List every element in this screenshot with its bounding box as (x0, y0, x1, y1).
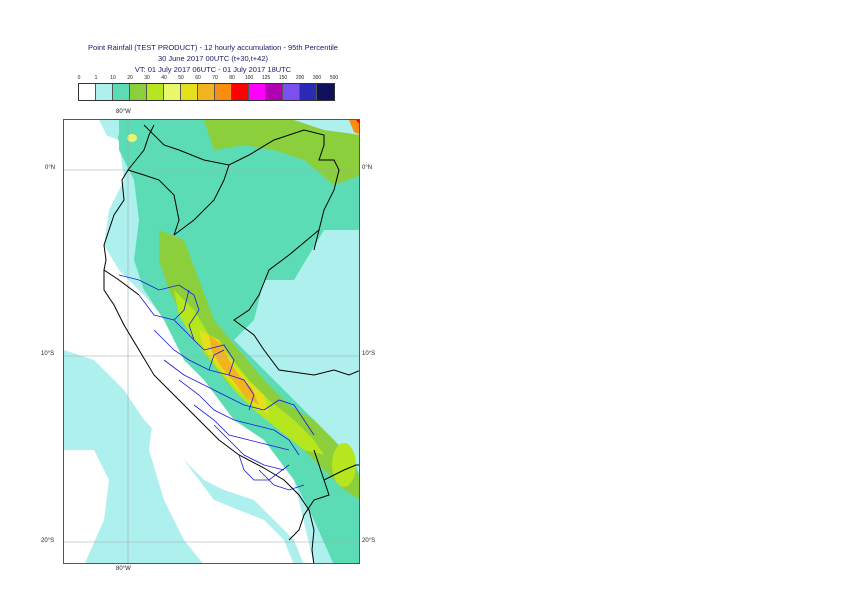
rain-field-white-gap-3 (149, 410, 294, 563)
legend-swatch (147, 84, 164, 100)
map-canvas (64, 120, 359, 563)
region-boundaries (118, 274, 315, 491)
legend-swatch (249, 84, 266, 100)
lat-label-20s-right-outer: 20°S (362, 538, 376, 544)
lat-label-0n-left-outer: 0°N (45, 165, 56, 171)
rain-field-green-north (204, 120, 359, 185)
lat-label-10s-left-outer: 10°S (41, 351, 55, 357)
legend-swatch (232, 84, 249, 100)
legend-swatch (283, 84, 300, 100)
country-borders (103, 124, 359, 563)
legend-swatch (113, 84, 130, 100)
legend-threshold-label: 0 (77, 75, 81, 81)
legend-swatch (96, 84, 113, 100)
rain-field-yellowgreen (174, 290, 324, 455)
legend-swatch (79, 84, 96, 100)
lat-label-10s-right-outer: 10°S (362, 351, 376, 357)
lon-label-80w-top: 80°W (116, 109, 131, 115)
legend-swatch (164, 84, 181, 100)
legend-threshold-label: 50 (178, 75, 184, 81)
legend-swatch (300, 84, 317, 100)
legend-swatch (215, 84, 232, 100)
legend-threshold-label: 40 (161, 75, 167, 81)
color-legend (78, 83, 335, 101)
legend-threshold-label: 80 (229, 75, 235, 81)
legend-swatch (198, 84, 215, 100)
product-title: Point Rainfall (TEST PRODUCT) - 12 hourl… (88, 43, 338, 52)
lon-label-80w-bottom: 80°W (116, 566, 131, 572)
legend-swatch (181, 84, 198, 100)
rain-field-white-gap-2 (64, 450, 109, 563)
legend-threshold-label: 500 (329, 75, 339, 81)
legend-swatch (130, 84, 147, 100)
legend-swatch (317, 84, 334, 100)
rain-field-yellow-spot-1 (127, 134, 137, 142)
legend-threshold-label: 150 (278, 75, 288, 81)
rainfall-map (63, 119, 360, 564)
legend-threshold-label: 200 (295, 75, 305, 81)
legend-threshold-label: 1 (94, 75, 98, 81)
rain-field-orange (209, 335, 259, 405)
rain-field-red-corner (349, 120, 359, 135)
legend-threshold-label: 100 (244, 75, 254, 81)
legend-threshold-label: 300 (312, 75, 322, 81)
rain-field-white-gap-1 (64, 120, 109, 320)
legend-swatch (266, 84, 283, 100)
lat-label-20s-left-outer: 20°S (41, 538, 55, 544)
graticule (64, 120, 359, 563)
legend-threshold-label: 20 (127, 75, 133, 81)
rain-field-light-ocean-west (64, 350, 304, 563)
rain-field-green (159, 230, 359, 499)
lat-label-0n-right-outer: 0°N (362, 165, 373, 171)
issue-time: 30 June 2017 00UTC (t+30,t+42) (157, 54, 269, 63)
rain-field-green-spot-south (332, 443, 356, 487)
legend-threshold-label: 60 (195, 75, 201, 81)
legend-threshold-label: 30 (144, 75, 150, 81)
legend-threshold-label: 10 (110, 75, 116, 81)
validity-time: VT: 01 July 2017 06UTC - 01 July 2017 18… (134, 65, 292, 74)
legend-labels: 0 1 10 20 30 40 50 60 70 80 100 125 150 200 300 500 (0, 75, 842, 84)
legend-threshold-label: 70 (212, 75, 218, 81)
legend-threshold-label: 125 (261, 75, 271, 81)
